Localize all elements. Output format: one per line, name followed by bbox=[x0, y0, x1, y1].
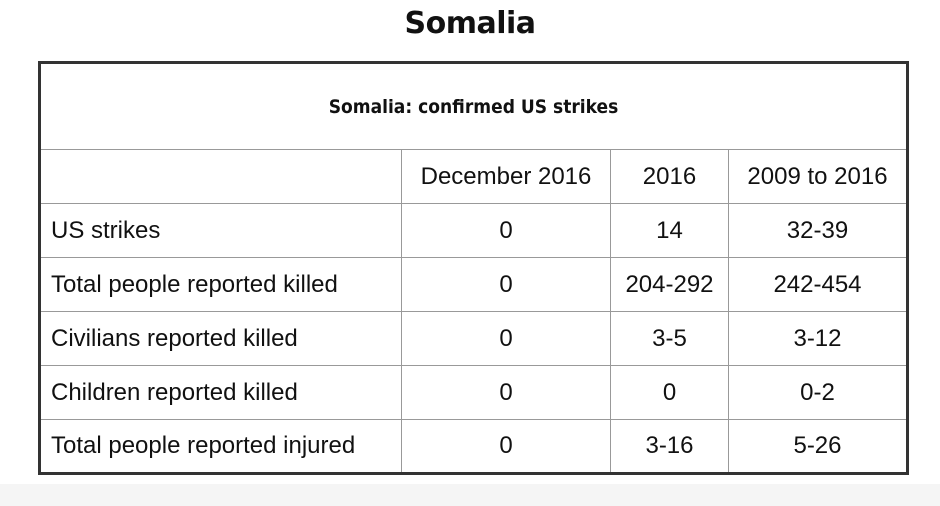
cell-value: 0 bbox=[610, 365, 729, 420]
cell-value: 32-39 bbox=[728, 203, 908, 258]
column-header: 2009 to 2016 bbox=[728, 149, 908, 204]
cell-value: 3-5 bbox=[610, 311, 729, 366]
row-label: Civilians reported killed bbox=[39, 311, 402, 366]
cell-value: 0 bbox=[401, 365, 611, 420]
table-caption: Somalia: confirmed US strikes bbox=[39, 62, 908, 150]
data-table: Somalia: confirmed US strikes December 2… bbox=[38, 61, 909, 475]
row-label: Total people reported killed bbox=[39, 257, 402, 312]
footer-band bbox=[0, 484, 940, 506]
cell-value: 14 bbox=[610, 203, 729, 258]
table-row: US strikes 0 14 32-39 bbox=[39, 203, 908, 258]
table-row: Total people reported injured 0 3-16 5-26 bbox=[39, 419, 908, 474]
cell-value: 0 bbox=[401, 203, 611, 258]
cell-value: 204-292 bbox=[610, 257, 729, 312]
cell-value: 3-16 bbox=[610, 419, 729, 474]
table-row: Children reported killed 0 0 0-2 bbox=[39, 365, 908, 420]
row-label: Total people reported injured bbox=[39, 419, 402, 474]
cell-value: 0 bbox=[401, 419, 611, 474]
cell-value: 242-454 bbox=[728, 257, 908, 312]
cell-value: 0 bbox=[401, 311, 611, 366]
page-title: Somalia bbox=[404, 6, 536, 41]
caption-row: Somalia: confirmed US strikes bbox=[39, 62, 908, 150]
column-header: December 2016 bbox=[401, 149, 611, 204]
table-row: Total people reported killed 0 204-292 242-… bbox=[39, 257, 908, 312]
row-label: Children reported killed bbox=[39, 365, 402, 420]
row-label: US strikes bbox=[39, 203, 402, 258]
cell-value: 5-26 bbox=[728, 419, 908, 474]
cell-value: 0 bbox=[401, 257, 611, 312]
cell-value: 0-2 bbox=[728, 365, 908, 420]
column-header: 2016 bbox=[610, 149, 729, 204]
table-row: Civilians reported killed 0 3-5 3-12 bbox=[39, 311, 908, 366]
header-row: December 2016 2016 2009 to 2016 bbox=[39, 149, 908, 204]
cell-value: 3-12 bbox=[728, 311, 908, 366]
empty-header bbox=[39, 149, 402, 204]
